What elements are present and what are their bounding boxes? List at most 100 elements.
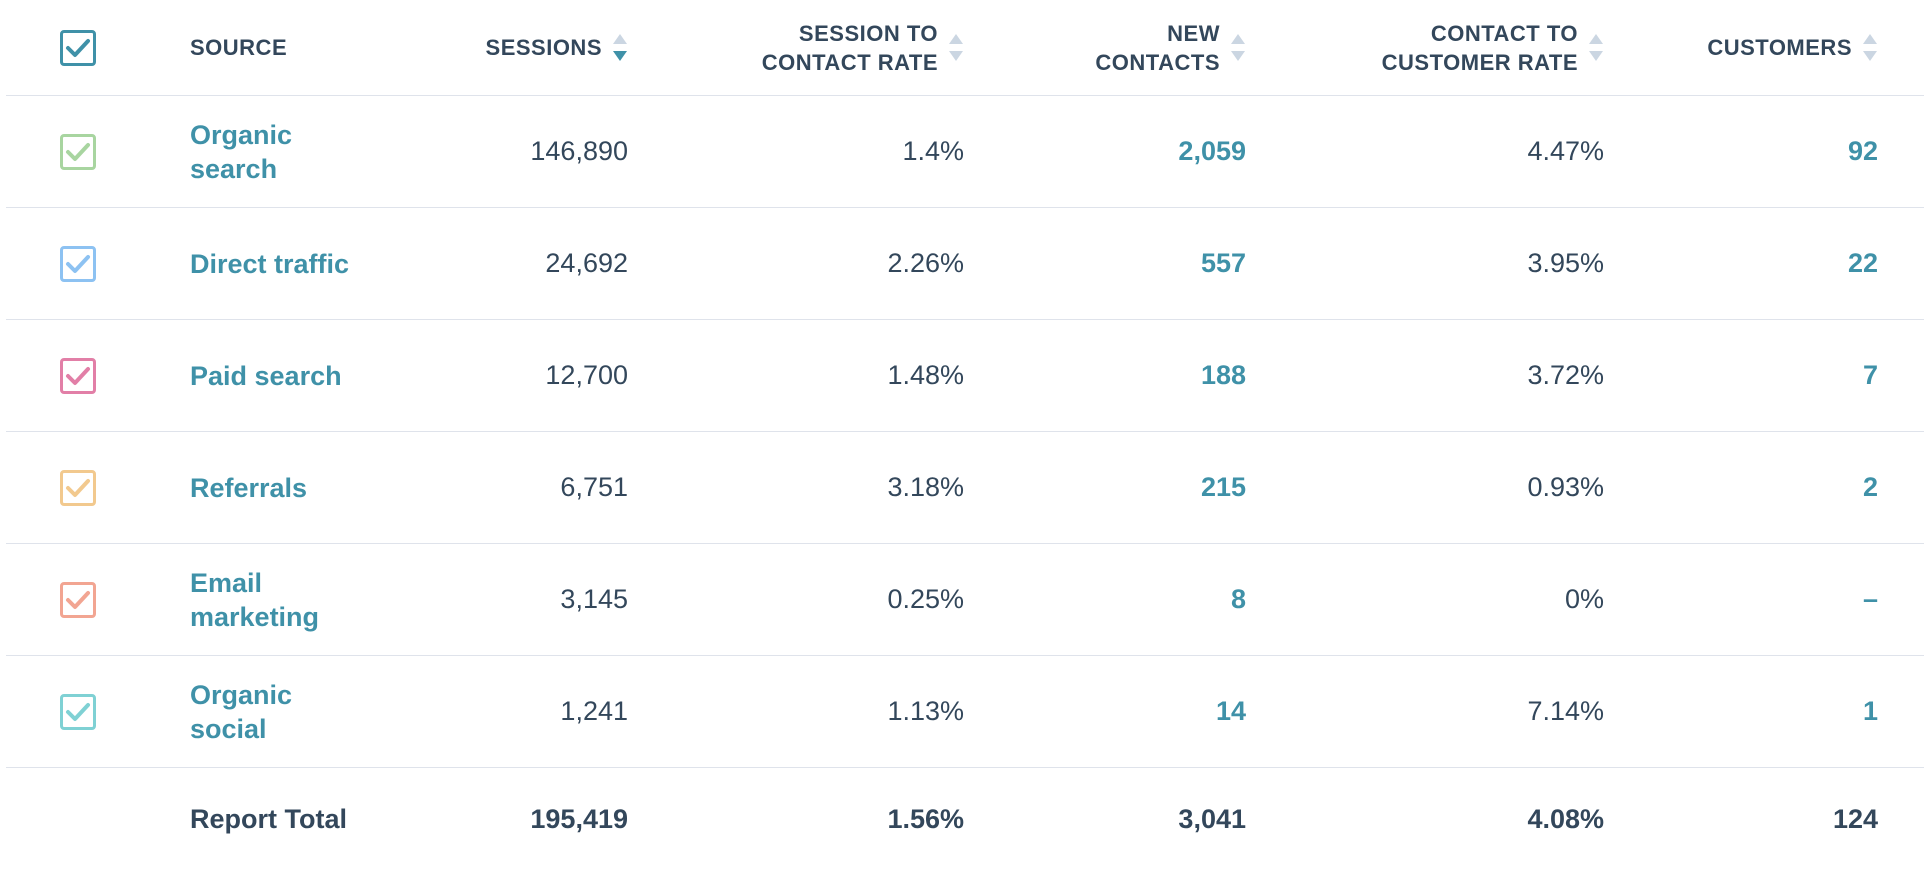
sort-icon[interactable] [612, 33, 628, 63]
row-checkbox[interactable] [60, 469, 96, 506]
sessions-cell: 3,145 [426, 544, 628, 655]
customers-cell: 2 [1646, 432, 1878, 543]
new-contacts-link[interactable]: 557 [1200, 248, 1246, 278]
source-link[interactable]: Referrals [190, 472, 308, 503]
sessions-value: 6,751 [560, 472, 628, 502]
source-link[interactable]: Organic search [190, 119, 293, 184]
checkmark-icon [66, 478, 90, 497]
sort-icon[interactable] [1230, 33, 1246, 63]
checkmark-icon [66, 38, 90, 57]
contact-to-customer-rate-value: 3.95% [1527, 248, 1604, 278]
customers-cell: 22 [1646, 208, 1878, 319]
row-checkbox[interactable] [60, 133, 96, 170]
header-customers[interactable]: CUSTOMERS [1646, 0, 1878, 95]
sort-icon[interactable] [1588, 33, 1604, 63]
header-source-label: SOURCE [190, 35, 288, 60]
new-contacts-cell: 8 [1006, 544, 1246, 655]
header-session-to-contact-rate[interactable]: SESSION TO CONTACT RATE [686, 0, 964, 95]
contact-to-customer-rate-cell: 3.72% [1296, 320, 1604, 431]
session-to-contact-rate-cell: 1.4% [686, 96, 964, 207]
source-cell: Email marketing [190, 544, 420, 655]
source-link[interactable]: Direct traffic [190, 248, 350, 279]
session-to-contact-rate-value: 1.48% [887, 360, 964, 390]
header-sessions[interactable]: SESSIONS [426, 0, 628, 95]
session-to-contact-rate-value: 1.13% [887, 696, 964, 726]
report-total-row: Report Total 195,419 1.56% 3,041 4.08% 1… [6, 768, 1924, 870]
header-contact-to-customer-rate-label: CONTACT TO CUSTOMER RATE [1381, 20, 1578, 75]
report-total-label: Report Total [190, 803, 347, 834]
new-contacts-cell: 215 [1006, 432, 1246, 543]
table-row: Organic social 1,241 1.13% 14 7.14% 1 [6, 656, 1924, 768]
customers-cell: 92 [1646, 96, 1878, 207]
sessions-value: 1,241 [560, 696, 628, 726]
contact-to-customer-rate-value: 3.72% [1527, 360, 1604, 390]
session-to-contact-rate-value: 1.4% [902, 136, 964, 166]
row-checkbox[interactable] [60, 581, 96, 618]
new-contacts-link[interactable]: 188 [1200, 360, 1246, 390]
row-checkbox-cell [56, 544, 100, 655]
sessions-cell: 146,890 [426, 96, 628, 207]
source-cell: Organic social [190, 656, 420, 767]
new-contacts-link[interactable]: 2,059 [1178, 136, 1246, 166]
session-to-contact-rate-cell: 1.48% [686, 320, 964, 431]
row-checkbox[interactable] [60, 357, 96, 394]
contact-to-customer-rate-value: 4.47% [1527, 136, 1604, 166]
source-link[interactable]: Email marketing [190, 567, 320, 632]
source-cell: Referrals [190, 432, 420, 543]
table-row: Paid search 12,700 1.48% 188 3.72% 7 [6, 320, 1924, 432]
contact-to-customer-rate-cell: 7.14% [1296, 656, 1604, 767]
customers-cell: 1 [1646, 656, 1878, 767]
checkmark-icon [66, 142, 90, 161]
customers-link[interactable]: 2 [1862, 472, 1878, 502]
customers-link[interactable]: 92 [1847, 136, 1878, 166]
customers-cell: 7 [1646, 320, 1878, 431]
header-new-contacts-label: NEW CONTACTS [1095, 20, 1220, 75]
source-link[interactable]: Organic social [190, 679, 293, 744]
session-to-contact-rate-value: 3.18% [887, 472, 964, 502]
table-row: Organic search 146,890 1.4% 2,059 4.47% 92 [6, 96, 1924, 208]
session-to-contact-rate-value: 2.26% [887, 248, 964, 278]
sessions-value: 3,145 [560, 584, 628, 614]
table-header-row: SOURCE SESSIONS SESSION TO CONTACT RATE N… [6, 0, 1924, 96]
contact-to-customer-rate-cell: 0% [1296, 544, 1604, 655]
session-to-contact-rate-value: 0.25% [887, 584, 964, 614]
select-all-checkbox[interactable] [60, 29, 96, 66]
checkmark-icon [66, 702, 90, 721]
row-checkbox-cell [56, 320, 100, 431]
new-contacts-cell: 557 [1006, 208, 1246, 319]
total-contact-to-customer-rate: 4.08% [1527, 803, 1604, 834]
source-cell: Direct traffic [190, 208, 420, 319]
source-link[interactable]: Paid search [190, 360, 342, 391]
total-sessions-cell: 195,419 [426, 768, 628, 870]
contact-to-customer-rate-value: 0% [1564, 584, 1604, 614]
customers-link[interactable]: 1 [1862, 696, 1878, 726]
customers-link[interactable]: 22 [1847, 248, 1878, 278]
new-contacts-cell: 2,059 [1006, 96, 1246, 207]
table-row: Email marketing 3,145 0.25% 8 0% – [6, 544, 1924, 656]
total-customers: 124 [1832, 803, 1878, 834]
sort-icon[interactable] [1862, 33, 1878, 63]
customers-link[interactable]: – [1862, 584, 1878, 614]
table-row: Referrals 6,751 3.18% 215 0.93% 2 [6, 432, 1924, 544]
select-all-cell [56, 0, 100, 95]
total-session-to-contact-rate: 1.56% [887, 803, 964, 834]
new-contacts-link[interactable]: 8 [1230, 584, 1246, 614]
row-checkbox[interactable] [60, 245, 96, 282]
total-customers-cell: 124 [1646, 768, 1878, 870]
contact-to-customer-rate-value: 7.14% [1527, 696, 1604, 726]
header-new-contacts[interactable]: NEW CONTACTS [1006, 0, 1246, 95]
new-contacts-link[interactable]: 215 [1200, 472, 1246, 502]
sessions-cell: 1,241 [426, 656, 628, 767]
sessions-value: 24,692 [545, 248, 628, 278]
customers-link[interactable]: 7 [1862, 360, 1878, 390]
new-contacts-link[interactable]: 14 [1215, 696, 1246, 726]
header-sessions-label: SESSIONS [485, 35, 602, 60]
sort-icon[interactable] [948, 33, 964, 63]
session-to-contact-rate-cell: 3.18% [686, 432, 964, 543]
total-new-contacts-cell: 3,041 [1006, 768, 1246, 870]
header-contact-to-customer-rate[interactable]: CONTACT TO CUSTOMER RATE [1296, 0, 1604, 95]
row-checkbox[interactable] [60, 693, 96, 730]
total-sessions: 195,419 [530, 803, 628, 834]
header-session-to-contact-rate-label: SESSION TO CONTACT RATE [761, 20, 938, 75]
